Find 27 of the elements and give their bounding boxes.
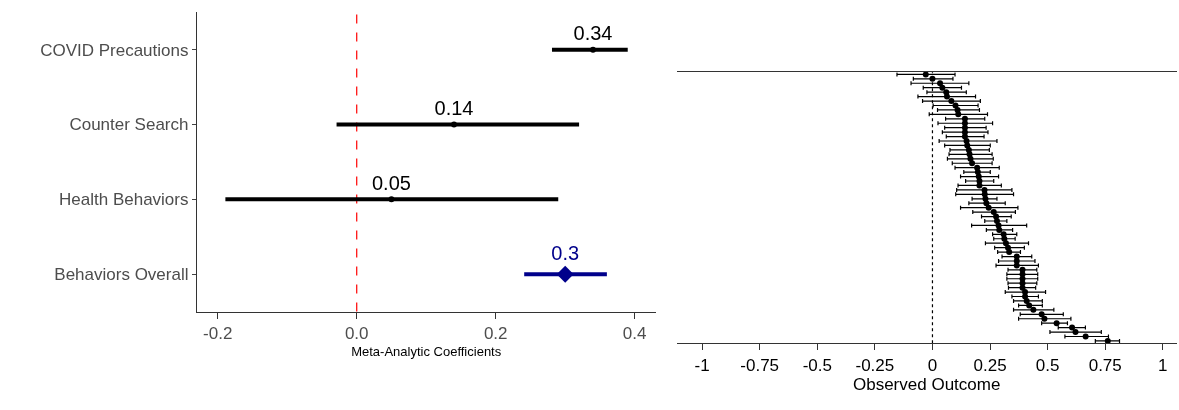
point (451, 121, 457, 128)
x-tick-label: -0.5 (802, 355, 832, 375)
data-label: 0.34 (573, 21, 613, 44)
x-tick-label: -0.25 (855, 355, 895, 375)
x-axis-title: Meta-Analytic Coefficients (351, 343, 502, 359)
x-axis-title: Observed Outcome (852, 374, 1001, 394)
y-tick-label: Health Behaviors (59, 190, 189, 210)
x-tick-label: -0.2 (203, 324, 233, 343)
y-tick-label: Behaviors Overall (54, 265, 189, 285)
x-tick-label: 0.0 (344, 324, 369, 343)
x-tick-label: 1 (1158, 355, 1168, 375)
x-tick-label: 0.25 (973, 355, 1007, 375)
data-label: 0.14 (434, 96, 474, 119)
x-tick-label: -0.75 (740, 355, 780, 375)
x-tick-label: 0 (927, 355, 938, 375)
x-tick-label: 0.4 (622, 324, 647, 343)
y-tick-label: Counter Search (69, 115, 189, 135)
point (589, 46, 596, 53)
data-label: 0.3 (551, 242, 580, 265)
point (556, 265, 574, 283)
x-tick-label: 0.5 (1035, 355, 1060, 375)
point (388, 196, 395, 203)
x-tick-label: 0.2 (483, 324, 508, 343)
y-tick-label: COVID Precautions (40, 40, 189, 60)
x-tick-label: -1 (694, 355, 710, 375)
data-label: 0.05 (371, 171, 411, 194)
x-tick-label: 0.75 (1088, 355, 1122, 375)
